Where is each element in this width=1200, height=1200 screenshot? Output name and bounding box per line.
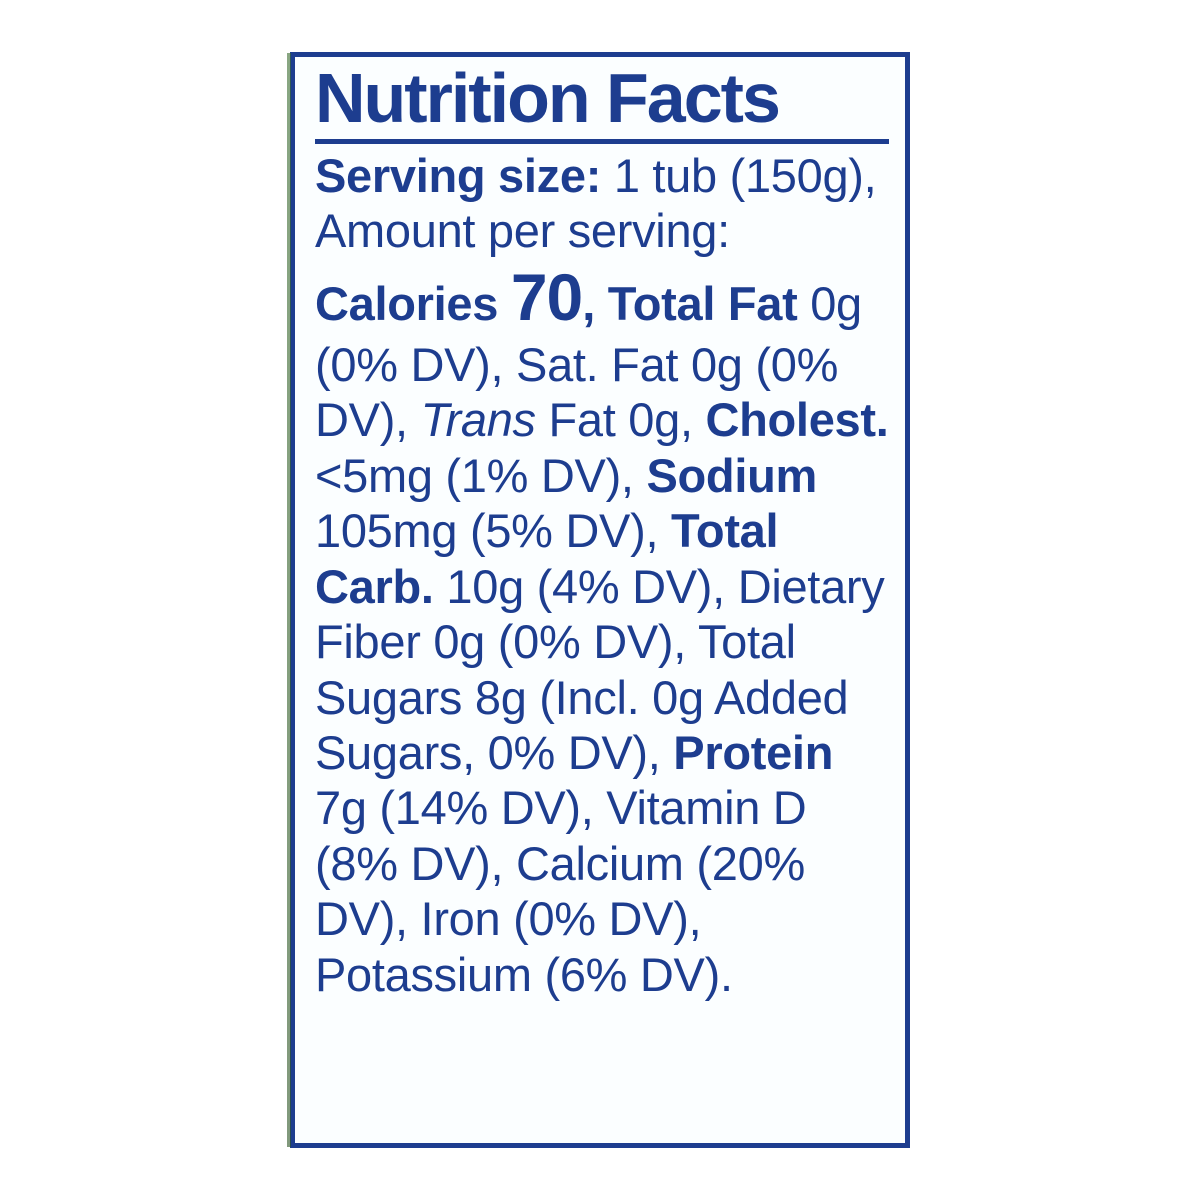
serving-size-label: Serving size: <box>315 149 601 202</box>
nutrition-facts-panel: Nutrition Facts Serving size: 1 tub (150… <box>290 52 910 1148</box>
protein-value: 7g (14% DV), <box>315 781 594 834</box>
trans-value: Fat 0g, <box>549 393 693 446</box>
amount-per-serving: Amount per serving: <box>315 204 730 257</box>
serving-size-value: 1 tub (150g), <box>614 149 877 202</box>
cholest-value: <5mg (1% DV), <box>315 449 634 502</box>
total-fat-label: Total Fat <box>608 277 798 330</box>
protein-label: Protein <box>673 726 833 779</box>
panel-title: Nutrition Facts <box>315 63 889 133</box>
nutrition-body: Serving size: 1 tub (150g), Amount per s… <box>315 148 889 1002</box>
cholest-label: Cholest. <box>705 393 888 446</box>
calories-label: Calories <box>315 277 498 330</box>
title-divider <box>315 139 889 144</box>
sodium-label: Sodium <box>646 449 817 502</box>
calories-value: 70 <box>511 260 582 334</box>
sodium-value: 105mg (5% DV), <box>315 504 658 557</box>
trans-label: Trans <box>421 393 536 446</box>
total-carb-value: 10g (4% DV), <box>446 560 725 613</box>
